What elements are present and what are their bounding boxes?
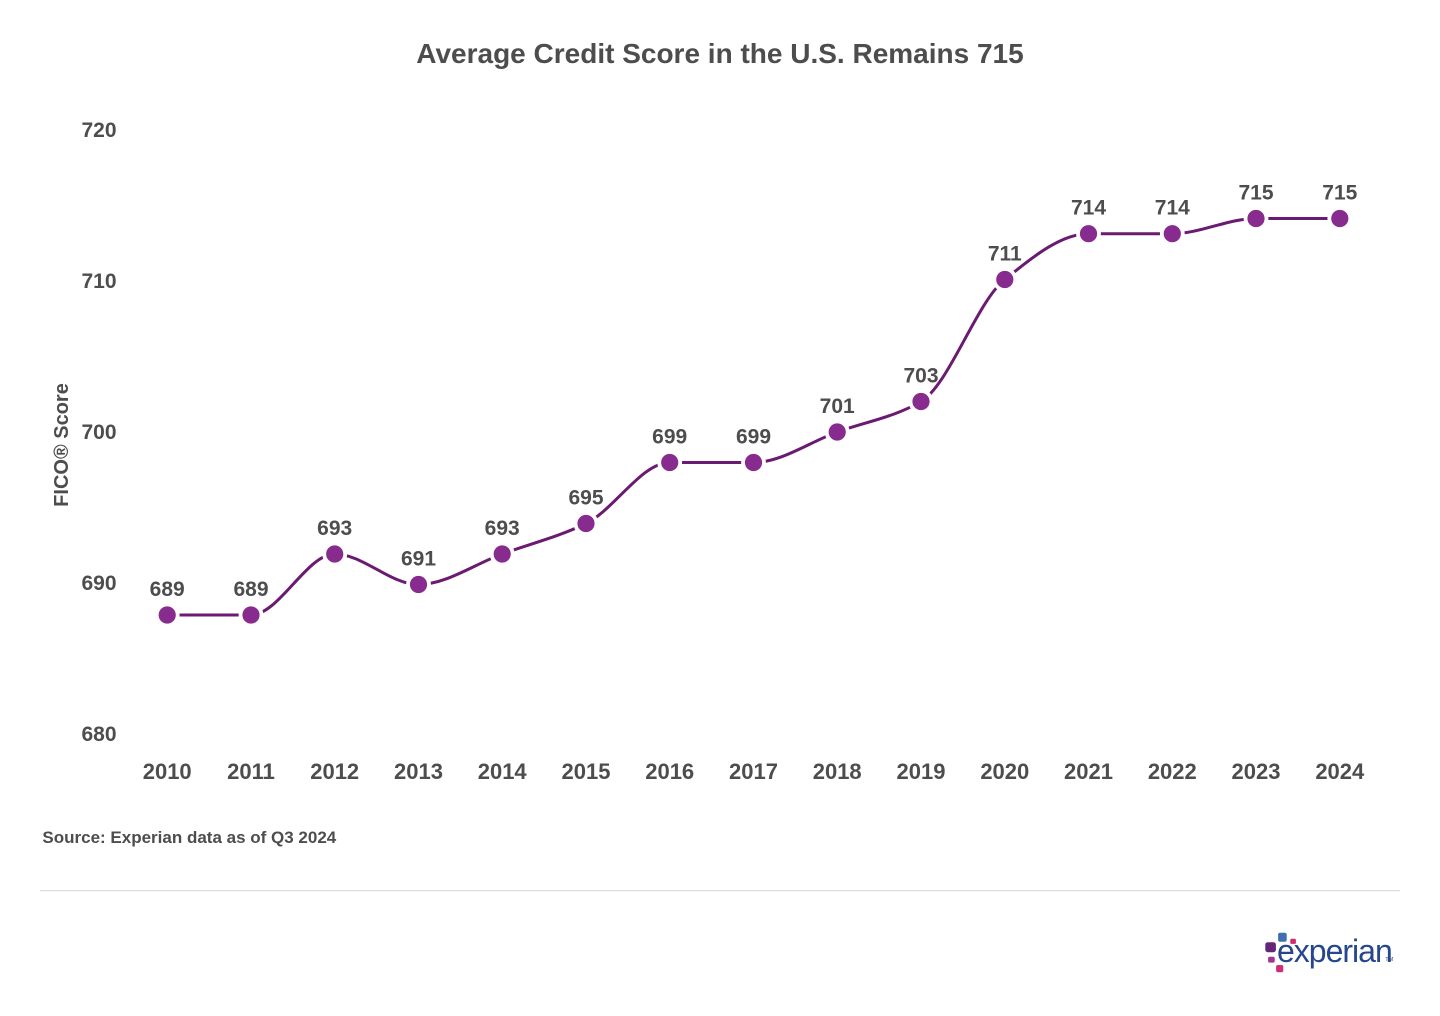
svg-text:710: 710 — [81, 270, 116, 293]
svg-text:experian: experian — [1277, 933, 1392, 969]
svg-text:714: 714 — [1155, 197, 1190, 220]
svg-text:693: 693 — [485, 517, 520, 540]
svg-text:689: 689 — [150, 578, 185, 601]
svg-text:2014: 2014 — [478, 759, 528, 784]
svg-text:715: 715 — [1238, 182, 1273, 205]
svg-text:690: 690 — [81, 572, 116, 595]
svg-text:2017: 2017 — [729, 759, 778, 784]
svg-text:720: 720 — [81, 119, 116, 142]
svg-text:2015: 2015 — [562, 759, 611, 784]
svg-text:680: 680 — [81, 723, 116, 746]
svg-text:2019: 2019 — [897, 759, 946, 784]
svg-text:2016: 2016 — [645, 759, 694, 784]
svg-text:703: 703 — [903, 365, 938, 388]
svg-text:2013: 2013 — [394, 759, 443, 784]
svg-text:2012: 2012 — [310, 759, 359, 784]
svg-text:2023: 2023 — [1232, 759, 1281, 784]
svg-text:695: 695 — [568, 487, 603, 510]
svg-text:2010: 2010 — [143, 759, 192, 784]
svg-text:699: 699 — [652, 426, 687, 449]
svg-text:FICO® Score: FICO® Score — [51, 383, 73, 507]
svg-text:2011: 2011 — [227, 759, 275, 784]
svg-text:711: 711 — [988, 243, 1022, 266]
svg-text:2022: 2022 — [1148, 759, 1197, 784]
svg-text:691: 691 — [401, 548, 436, 571]
svg-text:689: 689 — [233, 578, 268, 601]
svg-text:Average Credit Score in the U.: Average Credit Score in the U.S. Remains… — [416, 38, 1023, 69]
svg-text:TM: TM — [1385, 957, 1393, 963]
svg-text:693: 693 — [317, 517, 352, 540]
svg-text:Source: Experian data as of Q3: Source: Experian data as of Q3 2024 — [42, 828, 336, 847]
svg-text:699: 699 — [736, 426, 771, 449]
svg-text:714: 714 — [1071, 197, 1106, 220]
svg-text:701: 701 — [820, 395, 855, 418]
svg-text:2020: 2020 — [980, 759, 1029, 784]
svg-text:715: 715 — [1322, 182, 1357, 205]
svg-text:700: 700 — [81, 421, 116, 444]
svg-text:2021: 2021 — [1064, 759, 1113, 784]
svg-text:2018: 2018 — [813, 759, 862, 784]
svg-text:2024: 2024 — [1315, 759, 1365, 784]
